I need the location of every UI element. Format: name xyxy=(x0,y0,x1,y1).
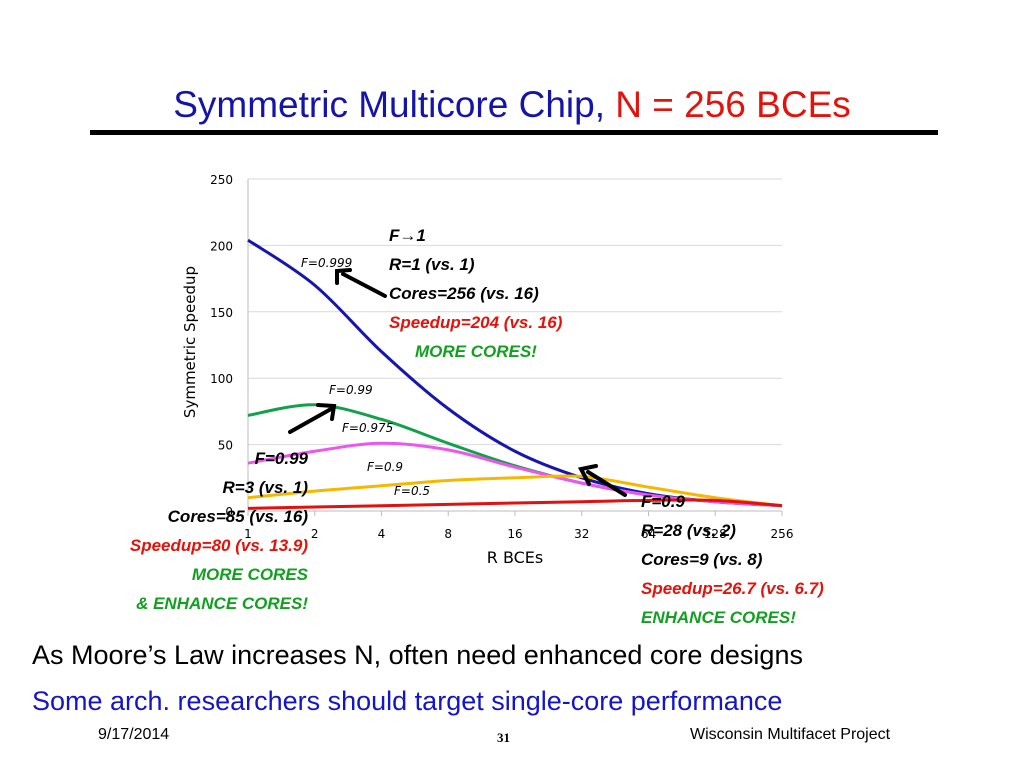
x-tick-16: 16 xyxy=(507,527,522,541)
x-tick-2: 2 xyxy=(311,527,319,541)
series-label-F=0.5: F=0.5 xyxy=(394,484,430,498)
footer-date: 9/17/2014 xyxy=(98,726,169,744)
annotation-left-line5: MORE CORES xyxy=(40,560,308,589)
annotation-right-line5: ENHANCE CORES! xyxy=(641,603,824,632)
annotation-top-line4: Speedup=204 (vs. 16) xyxy=(389,308,562,337)
y-tick-150: 150 xyxy=(210,306,233,320)
y-tick-200: 200 xyxy=(210,239,233,253)
bottom-statement-2: Some arch. researchers should target sin… xyxy=(32,686,782,717)
y-tick-250: 250 xyxy=(210,173,233,187)
series-label-F=0.975: F=0.975 xyxy=(342,421,393,435)
annotation-left-line4: Speedup=80 (vs. 13.9) xyxy=(40,531,308,560)
footer-page-number: 31 xyxy=(497,730,510,746)
annotation-left-line1: F=0.99 xyxy=(40,444,308,473)
annotation-right-line3: Cores=9 (vs. 8) xyxy=(641,545,824,574)
annotation-left: F=0.99 R=3 (vs. 1) Cores=85 (vs. 16) Spe… xyxy=(40,444,308,618)
annotation-top-line5: MORE CORES! xyxy=(389,337,562,366)
annotation-right-line2: R=28 (vs. 2) xyxy=(641,516,824,545)
annotation-left-line2: R=3 (vs. 1) xyxy=(40,473,308,502)
series-label-F=0.999: F=0.999 xyxy=(301,256,352,270)
annotation-left-line3: Cores=85 (vs. 16) xyxy=(40,502,308,531)
x-tick-4: 4 xyxy=(378,527,386,541)
annotation-right-line4: Speedup=26.7 (vs. 6.7) xyxy=(641,574,824,603)
footer-organization: Wisconsin Multifacet Project xyxy=(690,726,890,744)
x-tick-32: 32 xyxy=(574,527,589,541)
series-label-F=0.99: F=0.99 xyxy=(329,383,373,397)
x-tick-8: 8 xyxy=(444,527,452,541)
bottom-statement-1: As Moore’s Law increases N, often need e… xyxy=(32,640,803,671)
arrow-right xyxy=(588,472,625,495)
x-axis-label: R BCEs xyxy=(487,548,544,567)
y-axis-label: Symmetric Speedup xyxy=(181,266,199,418)
annotation-top-line2: R=1 (vs. 1) xyxy=(389,250,562,279)
arrow-top xyxy=(343,274,385,296)
series-label-F=0.9: F=0.9 xyxy=(367,460,403,474)
annotation-right: F=0.9 R=28 (vs. 2) Cores=9 (vs. 8) Speed… xyxy=(641,487,824,632)
annotation-right-line1: F=0.9 xyxy=(641,487,824,516)
arrow-left xyxy=(290,409,331,432)
annotation-top-line1: F→1 xyxy=(389,221,562,250)
annotation-top-line3: Cores=256 (vs. 16) xyxy=(389,279,562,308)
annotation-top: F→1 R=1 (vs. 1) Cores=256 (vs. 16) Speed… xyxy=(389,221,562,366)
annotation-left-line6: & ENHANCE CORES! xyxy=(40,589,308,618)
y-tick-100: 100 xyxy=(210,372,233,386)
